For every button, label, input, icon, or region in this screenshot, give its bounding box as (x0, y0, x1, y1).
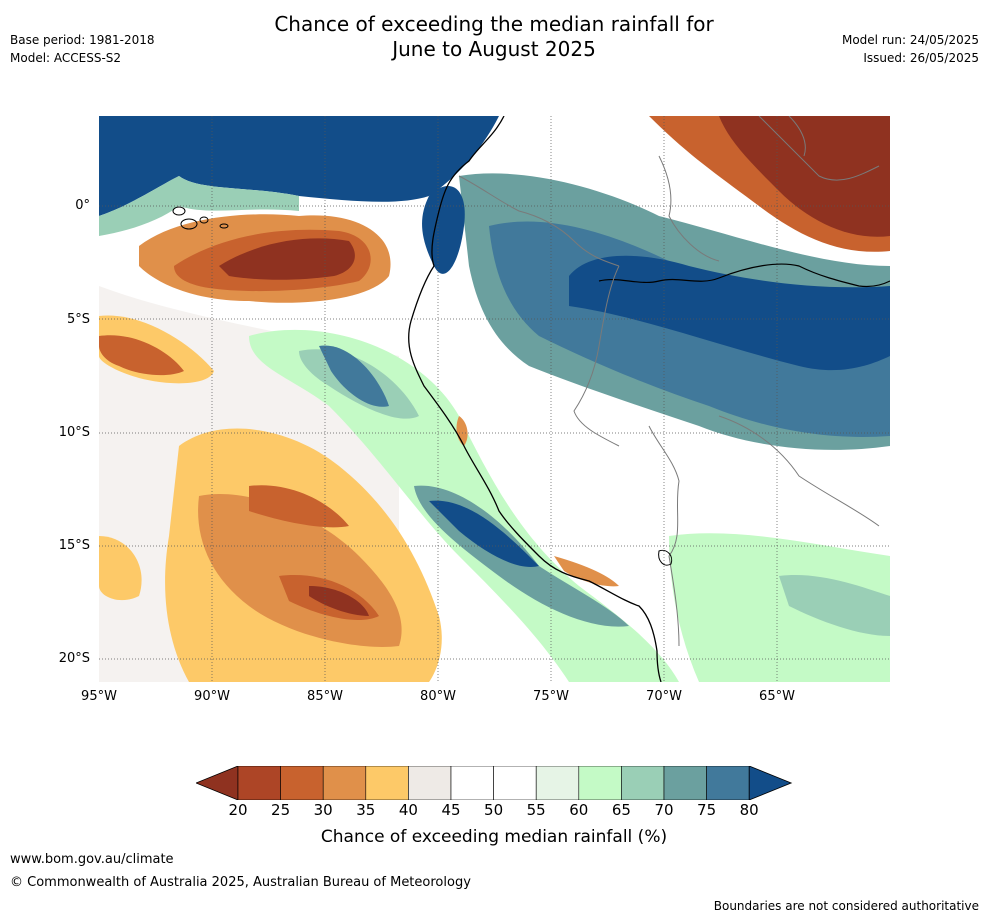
region-65-southeast (779, 575, 890, 636)
region-20-northeast (719, 116, 890, 237)
lat-tick-5s: 5°S (66, 312, 90, 327)
colorbar (194, 765, 793, 801)
region-60-southeast (669, 533, 890, 682)
colorbar-svg (194, 765, 793, 801)
colorbar-segment (450, 765, 494, 801)
title-line-1: Chance of exceeding the median rainfall … (274, 12, 714, 36)
colorbar-tick-label: 45 (441, 801, 461, 819)
region-80-coast (429, 500, 539, 567)
colorbar-segment (706, 765, 750, 801)
colorbar-tick-label: 35 (356, 801, 376, 819)
rainfall-map-svg (99, 116, 890, 682)
footer-copyright: © Commonwealth of Australia 2025, Austra… (10, 875, 471, 890)
colorbar-segment (535, 765, 580, 801)
colorbar-segment (578, 765, 622, 801)
colorbar-extend-high (748, 765, 793, 801)
colorbar-extend-low (194, 765, 239, 801)
footer-url[interactable]: www.bom.gov.au/climate (10, 852, 174, 867)
region-25-west (99, 335, 184, 376)
colorbar-tick-label: 65 (611, 801, 631, 819)
region-75-offshore (319, 345, 389, 407)
lake-titicaca (658, 549, 673, 566)
colorbar-tick-label: 40 (398, 801, 418, 819)
region-80-amazon (569, 255, 890, 371)
lon-tick-70w: 70°W (646, 689, 682, 704)
colorbar-tick-label: 70 (654, 801, 674, 819)
colorbar-segment (621, 765, 665, 801)
colorbar-segment (237, 765, 281, 801)
lon-tick-85w: 85°W (307, 689, 343, 704)
footer-disclaimer: Boundaries are not considered authoritat… (713, 899, 979, 913)
lon-tick-90w: 90°W (194, 689, 230, 704)
title-line-2: June to August 2025 (392, 37, 596, 61)
region-80-north-ocean (99, 116, 499, 216)
country-borders (458, 116, 880, 647)
colorbar-tick-label: 25 (271, 801, 291, 819)
colorbar-segment (493, 765, 537, 801)
region-20-southwest-core (309, 586, 369, 616)
lon-tick-80w: 80°W (420, 689, 456, 704)
colorbar-tick-label: 80 (739, 801, 759, 819)
lat-tick-15s: 15°S (58, 538, 90, 553)
colorbar-tick-label: 75 (697, 801, 717, 819)
colorbar-segment (322, 765, 367, 801)
colorbar-tick-label: 30 (313, 801, 333, 819)
map-gridlines (99, 116, 890, 682)
colorbar-tick-label: 50 (484, 801, 504, 819)
lat-tick-20s: 20°S (58, 651, 90, 666)
colorbar-segment (408, 765, 452, 801)
lat-tick-0: 0° (75, 198, 90, 213)
colorbar-segment (280, 765, 324, 801)
lon-tick-65w: 65°W (759, 689, 795, 704)
colorbar-segment (365, 765, 409, 801)
colorbar-tick-label: 55 (526, 801, 546, 819)
lon-tick-75w: 75°W (533, 689, 569, 704)
region-80-colombia-coast (422, 186, 465, 274)
colorbar-title: Chance of exceeding median rainfall (%) (320, 827, 668, 847)
issued-label: Issued: 26/05/2025 (863, 51, 979, 65)
model-run-label: Model run: 24/05/2025 (841, 33, 979, 47)
model-label: Model: ACCESS-S2 (10, 51, 122, 65)
region-25-southwest-a (249, 485, 349, 528)
map-title: Chance of exceeding the median rainfall … (0, 12, 988, 62)
lat-tick-10s: 10°S (58, 425, 90, 440)
colorbar-tick-label: 60 (569, 801, 589, 819)
colorbar-segment (663, 765, 707, 801)
coastline (408, 116, 662, 682)
galapagos-islands (172, 206, 229, 230)
region-20-galapagos-core (219, 238, 355, 280)
rainfall-map (99, 116, 890, 682)
lon-tick-95w: 95°W (81, 689, 117, 704)
amazon-river (598, 263, 890, 288)
region-35-west-edge (99, 536, 142, 601)
base-period-label: Base period: 1981-2018 (10, 33, 155, 47)
colorbar-tick-label: 20 (228, 801, 248, 819)
region-30-peru-coast (554, 556, 619, 587)
